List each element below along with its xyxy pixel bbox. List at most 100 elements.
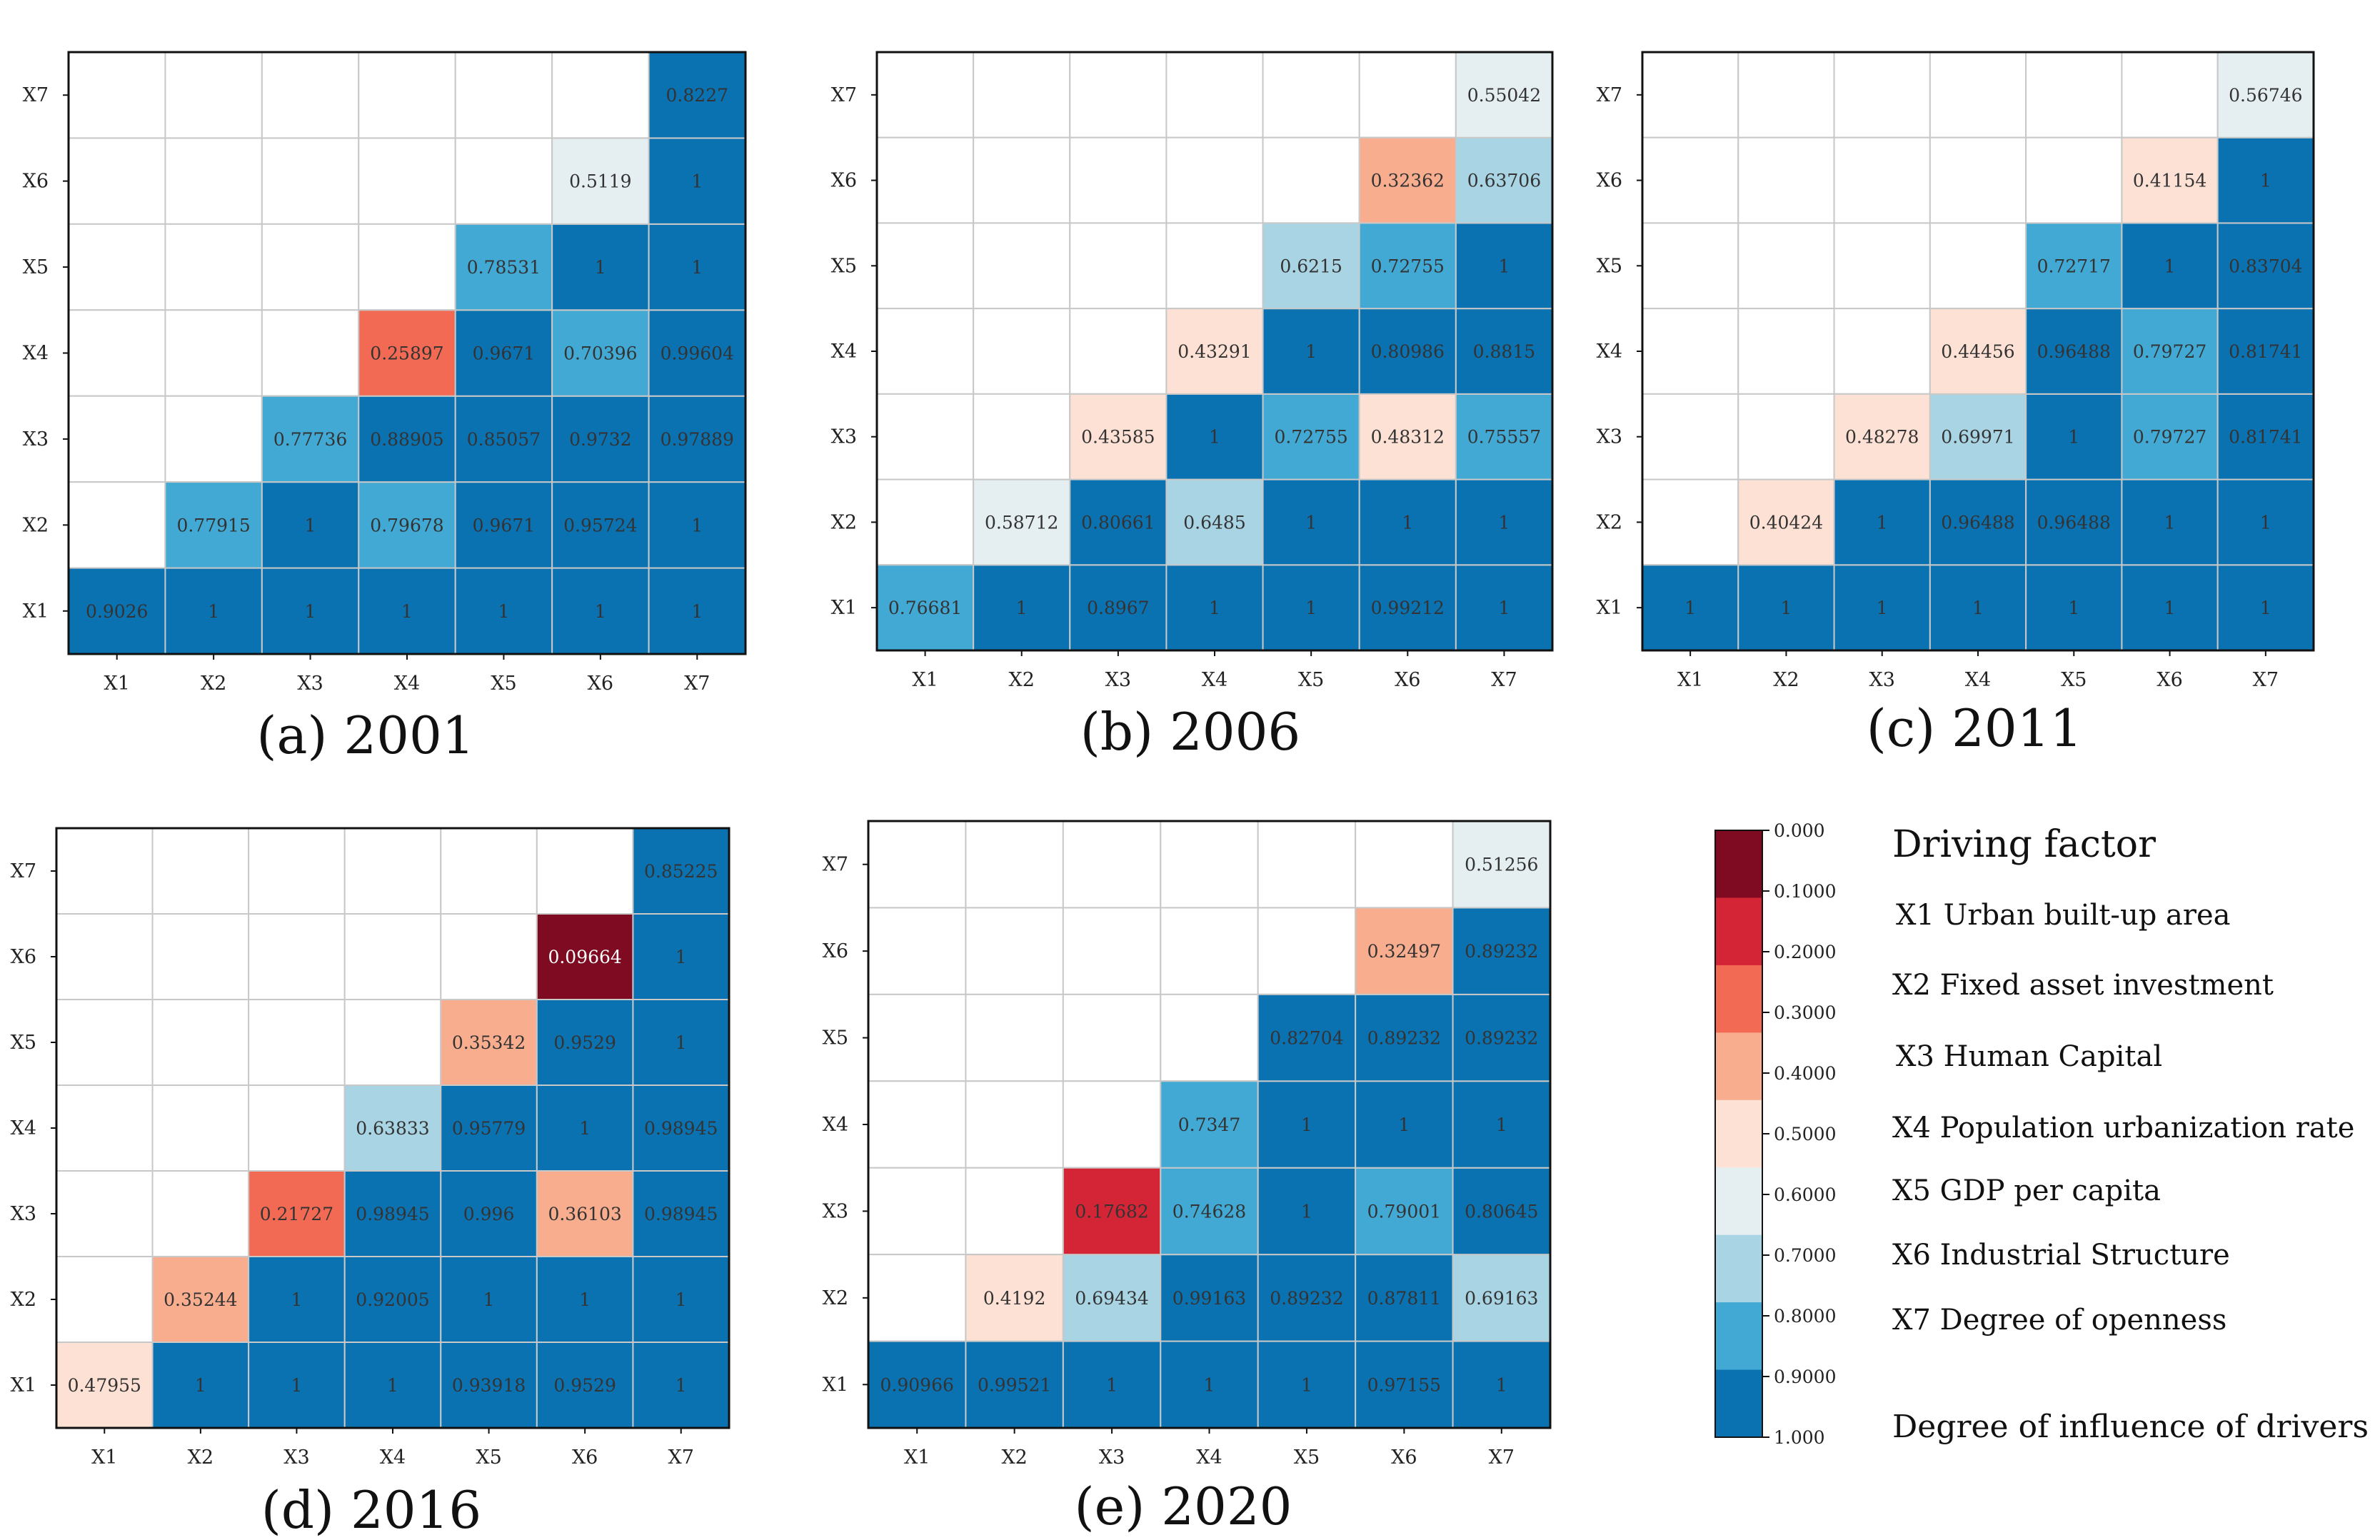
heatmap-cell-x3-x2 (1069, 478, 1168, 566)
y-tick-label: X4 (831, 341, 857, 363)
cell-value-label: 0.85057 (467, 429, 541, 450)
cell-value-label: 0.17682 (1075, 1201, 1148, 1222)
grid-cell (965, 820, 1064, 909)
cell-value-label: 1 (579, 1289, 591, 1310)
grid-cell (868, 1080, 967, 1169)
grid-cell (68, 309, 166, 397)
cell-value-label: 0.35342 (452, 1032, 526, 1053)
cell-value-label: 0.88905 (370, 429, 443, 450)
heatmap-cell-x5-x1 (2025, 564, 2123, 651)
heatmap-cell-x7-x5 (1452, 993, 1551, 1082)
cell-value-label: 1 (1305, 341, 1317, 362)
heatmap-cell-x5-x5 (1262, 222, 1360, 310)
cell-value-label: 0.98945 (356, 1204, 429, 1224)
cell-value-label: 1 (2260, 512, 2271, 533)
heatmap-cell-x7-x2 (632, 1256, 730, 1343)
panel-title: (c) 2011 (1867, 698, 2083, 758)
y-tick-label: X5 (11, 1032, 36, 1054)
colorbar-tick-label: 0.5000 (1774, 1124, 1836, 1144)
grid-cell (1358, 51, 1457, 139)
cell-value-label: 1 (2164, 256, 2176, 276)
y-tick-label: X5 (823, 1027, 848, 1050)
grid-cell (56, 1084, 154, 1172)
grid-cell (358, 137, 456, 225)
heatmap-cell-x6-x3 (1355, 1167, 1454, 1256)
grid-cell (876, 308, 975, 395)
panel-title: (e) 2020 (1075, 1476, 1292, 1536)
grid-cell (151, 1170, 250, 1257)
heatmap-panel-5: 0.90966 0.99521 1 1 1 0.97155 1 0.4192 0.69434 0.… (823, 820, 1552, 1536)
heatmap-cell-x5-x5 (2025, 222, 2123, 310)
grid-cell (1642, 222, 1739, 310)
cell-value-label: 1 (676, 1289, 687, 1310)
heatmap-cell-x3-x1 (261, 567, 360, 655)
y-tick-label: X1 (1597, 597, 1622, 619)
cell-value-label: 0.48312 (1371, 427, 1445, 448)
cell-value-label: 0.6215 (1280, 256, 1342, 276)
cell-value-label: 0.80661 (1081, 512, 1155, 533)
cell-value-label: 0.79678 (370, 515, 443, 535)
legend-item-x2: X2 Fixed asset investment (1892, 969, 2274, 1002)
cell-value-label: 0.58712 (985, 512, 1058, 533)
grid-cell (1355, 820, 1454, 909)
grid-cell (56, 999, 154, 1086)
y-tick-label: X7 (831, 84, 857, 106)
cell-value-label: 0.98945 (644, 1204, 718, 1224)
cell-value-label: 0.47955 (68, 1375, 141, 1396)
cell-value-label: 0.95724 (563, 515, 637, 535)
cell-value-label: 1 (1498, 598, 1510, 618)
heatmap-cell-x2-x2 (151, 1256, 250, 1343)
heatmap-cell-x4-x1 (1165, 564, 1264, 651)
heatmap-cell-x2-x2 (164, 481, 263, 569)
heatmap-cell-x3-x1 (248, 1342, 346, 1429)
grid-cell (1929, 222, 2027, 310)
heatmap-cell-x3-x3 (1833, 393, 1931, 480)
legend-item-x1: X1 Urban built-up area (1896, 899, 2231, 932)
y-tick-label: X5 (1597, 255, 1622, 277)
y-tick-label: X3 (823, 1200, 848, 1222)
x-tick-label: X6 (2156, 669, 2182, 691)
heatmap-cell-x6-x6 (551, 137, 650, 225)
cell-value-label: 0.90966 (880, 1374, 954, 1395)
heatmap-cell-x2-x2 (965, 1254, 1064, 1342)
grid-cell (1642, 308, 1739, 395)
grid-cell (454, 51, 553, 139)
heatmap-cell-x7-x3 (632, 1170, 730, 1257)
grid-cell (248, 913, 346, 1000)
y-tick-label: X2 (11, 1289, 36, 1311)
grid-cell (1642, 51, 1739, 139)
grid-cell (1737, 308, 1835, 395)
colorbar-tick-label: 0.2000 (1774, 942, 1836, 962)
x-tick-label: X6 (572, 1446, 598, 1469)
grid-cell (1737, 393, 1835, 480)
colorbar-segment (1715, 1369, 1762, 1438)
y-tick-label: X3 (831, 426, 857, 448)
y-tick-label: X6 (1597, 170, 1622, 192)
colorbar-segment (1715, 897, 1762, 966)
x-tick-label: X2 (1001, 1446, 1027, 1469)
y-tick-label: X5 (23, 256, 49, 278)
colorbar-segment (1715, 1032, 1762, 1101)
heatmap-cell-x5-x2 (1262, 478, 1360, 566)
heatmap-cell-x4-x3 (1160, 1167, 1259, 1256)
cell-value-label: 1 (305, 601, 316, 622)
grid-cell (248, 1084, 346, 1172)
colorbar-tick-label: 0.4000 (1774, 1063, 1836, 1084)
heatmap-cell-x7-x1 (2216, 564, 2315, 651)
heatmap-cell-x5-x2 (440, 1256, 538, 1343)
x-tick-label: X7 (668, 1446, 694, 1469)
cell-value-label: 1 (208, 601, 219, 622)
heatmap-cell-x4-x3 (1165, 393, 1264, 480)
heatmap-cell-x5-x4 (454, 309, 553, 397)
cell-value-label: 1 (1398, 1114, 1410, 1135)
heatmap-cell-x5-x2 (1257, 1254, 1357, 1342)
grid-cell (68, 51, 166, 139)
cell-value-label: 0.75557 (1467, 427, 1541, 448)
cell-value-label: 1 (1498, 256, 1510, 276)
heatmap-cell-x6-x5 (536, 999, 634, 1086)
grid-cell (1262, 51, 1360, 139)
cell-value-label: 0.79727 (2133, 341, 2206, 362)
heatmap-cell-x5-x3 (440, 1170, 538, 1257)
x-tick-label: X3 (1099, 1446, 1125, 1469)
grid-cell (536, 827, 634, 915)
